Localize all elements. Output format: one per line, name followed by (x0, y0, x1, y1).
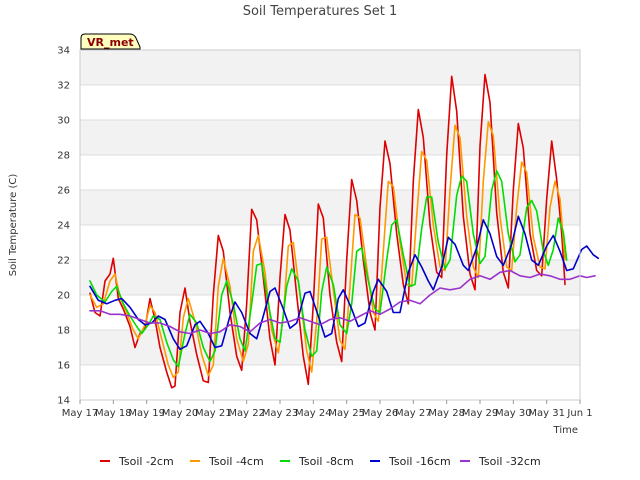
series-line-tsoil-16cm (89, 215, 600, 351)
x-tick-label: May 22 (228, 408, 265, 419)
y-tick-label: 26 (57, 186, 70, 197)
site-badge-shape (80, 33, 141, 50)
legend-label: Tsoil -8cm (298, 455, 354, 468)
y-tick-label: 34 (57, 46, 70, 57)
plot-band (80, 120, 580, 155)
y-tick-label: 30 (57, 116, 70, 127)
y-tick-label: 16 (57, 361, 70, 372)
legend: Tsoil -2cm Tsoil -4cm Tsoil -8cm Tsoil -16c… (100, 455, 541, 468)
y-tick-label: 24 (57, 221, 70, 232)
y-axis-ticks: 14 16 18 20 22 24 26 28 30 32 34 (57, 46, 70, 407)
legend-label: Tsoil -4cm (208, 455, 264, 468)
legend-label: Tsoil -16cm (388, 455, 451, 468)
plot-band (80, 155, 580, 190)
data-series (89, 73, 600, 389)
series-line-tsoil-32cm (89, 269, 596, 335)
y-tick-label: 14 (57, 396, 70, 407)
x-tick-label: May 18 (95, 408, 132, 419)
legend-label: Tsoil -2cm (118, 455, 174, 468)
x-tick-label: May 23 (262, 408, 299, 419)
x-tick-label: May 30 (495, 408, 532, 419)
site-badge-label: VR_met (87, 36, 134, 49)
x-tick-label: May 26 (362, 408, 399, 419)
y-tick-label: 22 (57, 256, 70, 267)
x-tick-label: May 21 (195, 408, 232, 419)
x-tick-label: May 20 (162, 408, 199, 419)
x-tick-label: Jun 1 (566, 408, 592, 419)
x-tick-label: May 25 (328, 408, 365, 419)
y-tick-label: 20 (57, 291, 70, 302)
x-tick-label: May 17 (62, 408, 99, 419)
y-axis-label: Soil Temperature (C) (8, 174, 19, 277)
site-badge: VR_met (80, 33, 141, 50)
x-tick-label: May 24 (295, 408, 332, 419)
x-axis-label: Time (553, 425, 578, 436)
series-line-tsoil-4cm (89, 121, 566, 379)
plot-frame (79, 49, 581, 401)
y-tick-label: 28 (57, 151, 70, 162)
series-line-tsoil-2cm (89, 73, 566, 389)
plot-band (80, 85, 580, 120)
y-tick-label: 18 (57, 326, 70, 337)
legend-label: Tsoil -32cm (478, 455, 541, 468)
x-tick-label: May 19 (128, 408, 165, 419)
x-tick-label: May 28 (428, 408, 465, 419)
x-tick-label: May 31 (528, 408, 565, 419)
chart-title: Soil Temperatures Set 1 (243, 4, 398, 19)
plot-band (80, 50, 580, 85)
x-tick-label: May 29 (462, 408, 499, 419)
plot-band (80, 365, 580, 400)
y-tick-label: 32 (57, 81, 70, 92)
x-tick-label: May 27 (395, 408, 432, 419)
